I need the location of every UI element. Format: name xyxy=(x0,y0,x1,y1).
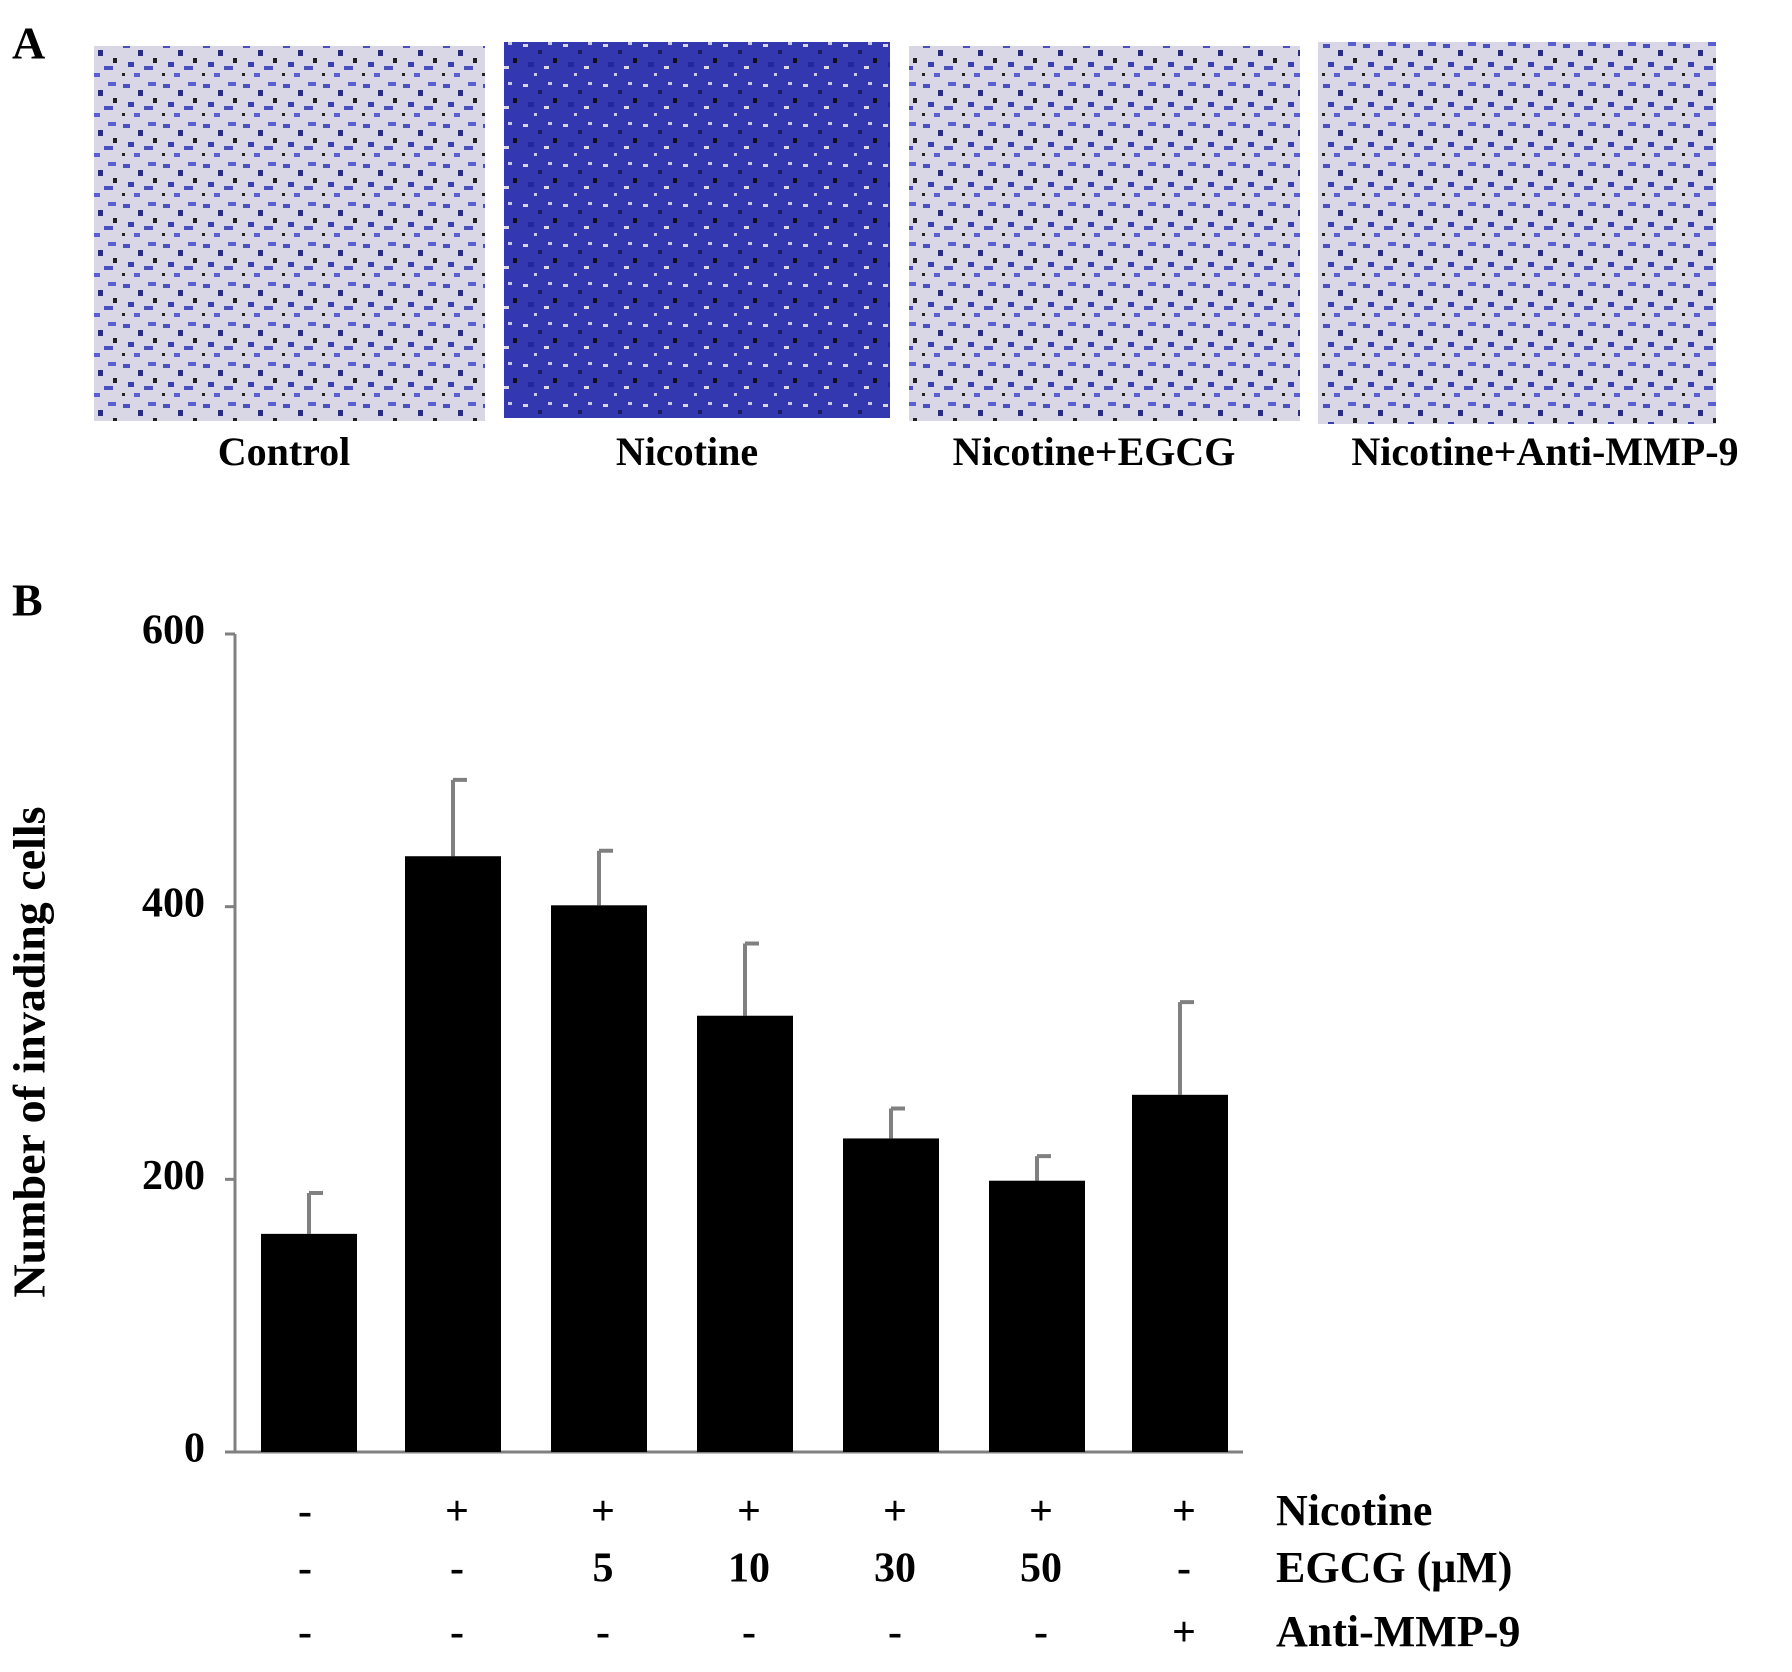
condition-cell: + xyxy=(1172,1489,1196,1535)
caption: Nicotine+Anti-MMP-9 xyxy=(1351,429,1738,474)
bar xyxy=(843,1138,939,1452)
error-bar xyxy=(307,1190,323,1234)
error-bar xyxy=(451,777,467,857)
y-tick-label: 600 xyxy=(142,608,205,654)
bar xyxy=(405,856,501,1452)
condition-cell: - xyxy=(450,1546,464,1592)
condition-cell: - xyxy=(596,1610,610,1656)
condition-cell: - xyxy=(888,1610,902,1656)
error-bar xyxy=(1035,1154,1051,1181)
bar xyxy=(989,1180,1085,1452)
condition-cell: + xyxy=(445,1489,469,1535)
condition-cell: - xyxy=(450,1610,464,1656)
condition-cell: - xyxy=(298,1546,312,1592)
error-bar xyxy=(1178,1000,1194,1095)
bar xyxy=(697,1015,793,1452)
condition-cell: 10 xyxy=(728,1546,770,1592)
condition-cell: - xyxy=(298,1610,312,1656)
micrograph xyxy=(909,46,1300,421)
caption: Nicotine xyxy=(616,429,758,474)
condition-cell: - xyxy=(1177,1546,1191,1592)
condition-cell: - xyxy=(298,1489,312,1535)
micrograph xyxy=(94,46,485,421)
condition-cell: + xyxy=(591,1489,615,1535)
caption: Control xyxy=(218,429,351,474)
error-bar xyxy=(743,941,759,1016)
micrograph xyxy=(1318,42,1716,424)
condition-cell: - xyxy=(1034,1610,1048,1656)
condition-label: Nicotine xyxy=(1276,1486,1432,1535)
error-bar xyxy=(597,848,613,906)
condition-cell: 30 xyxy=(874,1546,916,1592)
condition-cell: + xyxy=(883,1489,907,1535)
panel-letter: A xyxy=(12,18,45,69)
bar xyxy=(551,905,647,1452)
y-tick-label: 200 xyxy=(142,1153,205,1199)
y-axis-label: Number of invading cells xyxy=(4,806,55,1297)
y-tick-label: 400 xyxy=(142,880,205,926)
condition-cell: - xyxy=(742,1610,756,1656)
condition-cell: + xyxy=(737,1489,761,1535)
condition-cell: 50 xyxy=(1020,1546,1062,1592)
bar xyxy=(261,1233,357,1452)
condition-cell: 5 xyxy=(593,1546,614,1592)
condition-cell: + xyxy=(1029,1489,1053,1535)
condition-label: EGCG (μM) xyxy=(1276,1543,1512,1592)
bar xyxy=(1132,1094,1228,1452)
panel-letter: B xyxy=(12,575,43,626)
condition-cell: + xyxy=(1172,1610,1196,1656)
y-tick-label: 0 xyxy=(184,1426,205,1472)
micrograph xyxy=(504,42,890,418)
error-bar xyxy=(889,1106,905,1139)
caption: Nicotine+EGCG xyxy=(953,429,1236,474)
condition-label: Anti-MMP-9 xyxy=(1276,1607,1520,1656)
